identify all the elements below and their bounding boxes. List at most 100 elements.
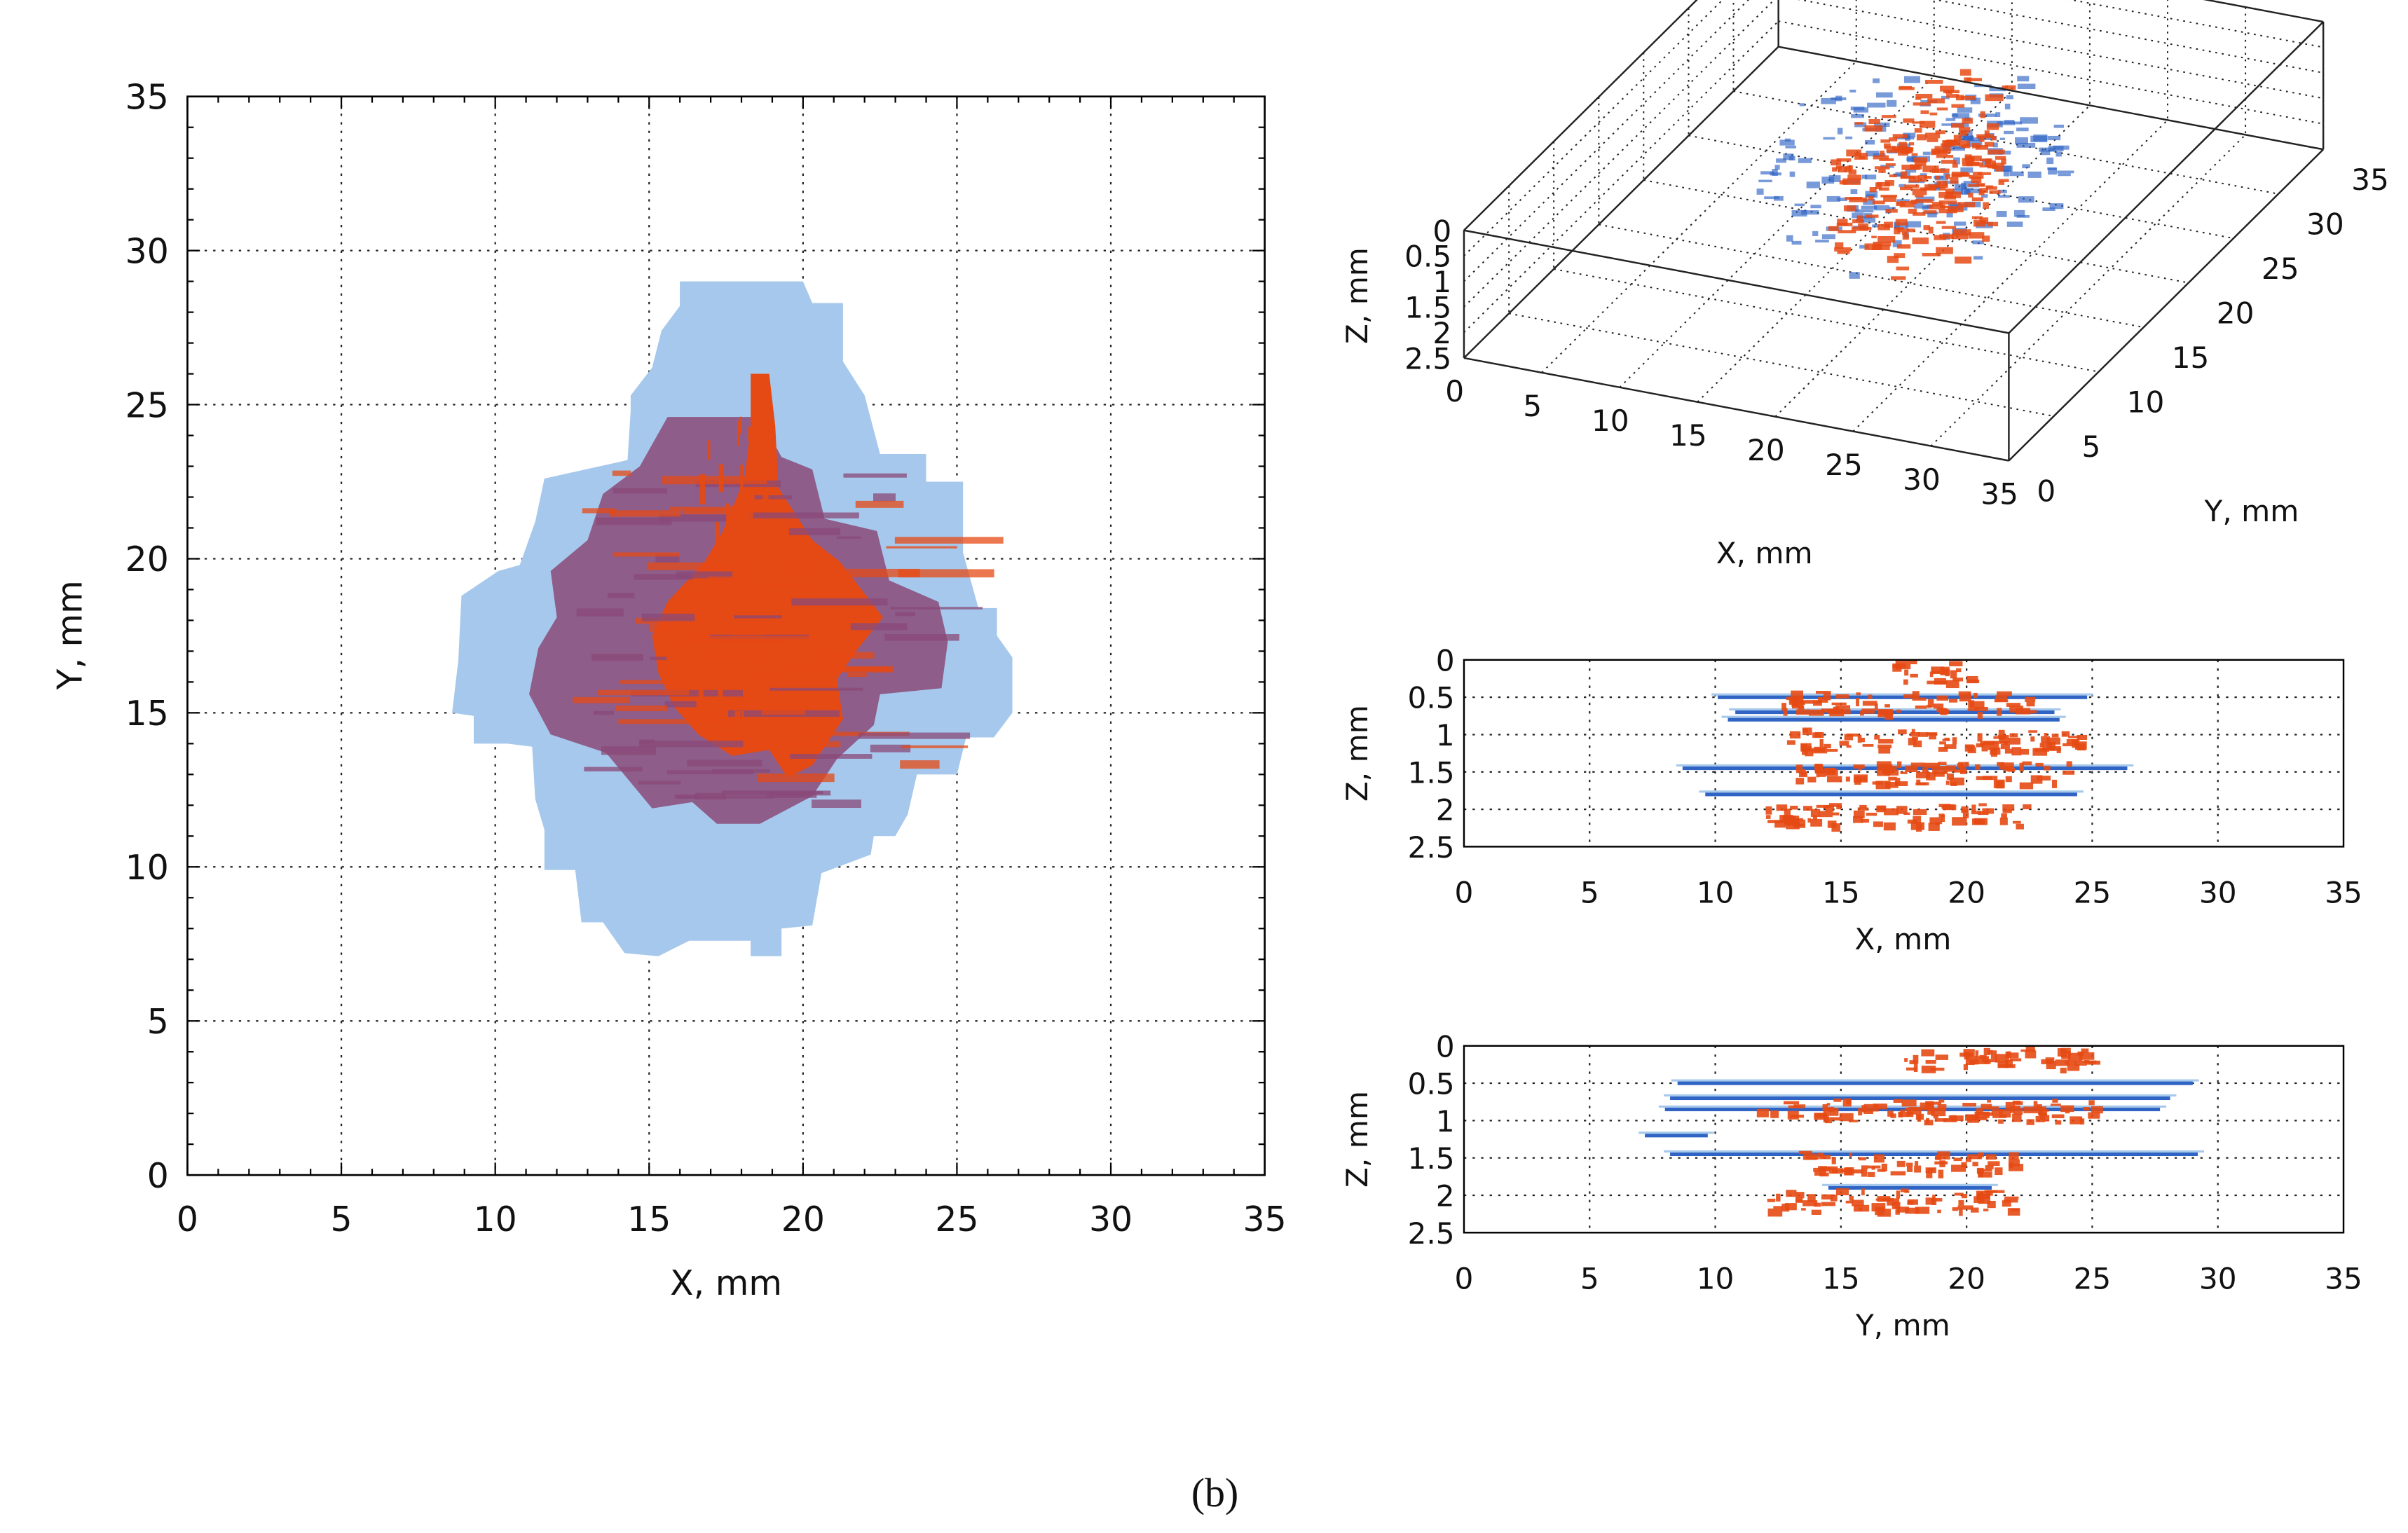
xz-damage-mark [1962, 812, 1969, 818]
yz-x-tick-label: 25 [2074, 1261, 2112, 1295]
yz-damage-mark [1971, 1207, 1979, 1213]
iso-damage-mark [2058, 173, 2071, 177]
iso-damage-mark [1834, 247, 1851, 252]
xz-damage-mark [2044, 765, 2051, 771]
plan-damage-streak [584, 766, 643, 772]
iso-top-edge [1463, 229, 2009, 334]
xz-damage-mark [1957, 763, 1964, 769]
iso-damage-mark [1874, 166, 1890, 170]
yz-damage-mark [1831, 1157, 1836, 1164]
iso-damage-mark [1998, 181, 2004, 185]
iso-damage-mark [2055, 151, 2062, 157]
xz-damage-mark [2009, 706, 2024, 713]
yz-damage-mark [2052, 1099, 2058, 1103]
yz-damage-mark [2081, 1048, 2089, 1053]
iso-damage-mark [1858, 223, 1869, 227]
xz-damage-mark [2009, 737, 2021, 745]
xz-damage-mark [1828, 803, 1842, 807]
yz-damage-mark [1873, 1154, 1884, 1163]
iso-damage-mark [1958, 140, 1971, 146]
iso-damage-mark [1971, 143, 1981, 149]
plan-damage-streak [650, 656, 667, 661]
plan-x-tick-label: 15 [627, 1199, 671, 1239]
xz-damage-mark [2009, 733, 2018, 738]
iso-damage-mark [1906, 221, 1922, 228]
iso-damage-mark [1875, 92, 1893, 98]
xz-damage-mark [1875, 781, 1891, 790]
xz-damage-mark [2005, 776, 2012, 783]
iso-damage-mark [1903, 118, 1915, 123]
xz-damage-mark [1791, 690, 1803, 699]
plan-damage-streak [748, 427, 753, 441]
xz-x-tick-label: 10 [1697, 875, 1735, 909]
iso-damage-mark [2002, 85, 2009, 89]
yz-damage-mark [2060, 1105, 2074, 1113]
xz-damage-mark [1969, 701, 1985, 708]
xz-damage-mark [1971, 811, 1982, 815]
yz-damage-mark [1999, 1109, 2011, 1118]
iso-damage-mark [1828, 226, 1839, 231]
iso-damage-mark [2018, 196, 2034, 203]
iso-damage-mark [1877, 235, 1896, 243]
iso-damage-mark [1903, 76, 1921, 83]
xz-damage-mark [1781, 703, 1786, 711]
plan-ticks: 0 5 10 15 20 25 30 35 0 5 10 15 20 25 30 35 [125, 77, 1287, 1239]
xz-damage-mark [1845, 776, 1850, 782]
iso-damage-mark [1877, 181, 1890, 187]
plan-damage-streak [723, 641, 786, 645]
xz-x-tick-label: 15 [1822, 875, 1860, 909]
yz-damage-mark [1926, 1104, 1934, 1109]
xz-damage-mark [1958, 762, 1969, 766]
yz-delamination-line [1828, 1185, 1992, 1190]
iso-damage-mark [1884, 146, 1896, 149]
iso-wall-gridline [1463, 0, 1724, 256]
yz-damage-mark [1819, 1155, 1831, 1160]
plan-damage-streak [756, 657, 762, 685]
plan-damage-streak [607, 593, 635, 598]
yz-damage-mark [2088, 1100, 2095, 1106]
plan-damage-streak [858, 732, 971, 739]
xz-damage-mark [1808, 709, 1824, 716]
xz-damage-mark [1950, 670, 1957, 679]
iso-damage-mark [1786, 235, 1793, 242]
xz-damage-mark [1823, 692, 1831, 701]
plan-damage-streak [726, 503, 730, 533]
xz-damage-mark [1910, 762, 1925, 767]
iso-wall-gridline [1463, 0, 1698, 231]
xz-damage-mark [1866, 812, 1877, 816]
xz-z-tick-label: 0 [1436, 643, 1455, 678]
iso-y-axis-label: Y, mm [2204, 494, 2299, 528]
iso-damage-mark [1874, 122, 1890, 128]
iso-damage-mark [1959, 127, 1971, 133]
yz-damage-mark [1990, 1190, 2005, 1193]
yz-damage-mark [1908, 1107, 1922, 1115]
iso-floor-gridline [1508, 312, 2054, 417]
iso-damage-mark [2017, 83, 2036, 90]
xz-damage-mark [1824, 767, 1828, 772]
plan-damage-streak [884, 634, 959, 641]
xz-damage-mark [2066, 761, 2072, 767]
xz-damage-mark [2011, 747, 2022, 756]
iso-wall-gridline [2203, 0, 2324, 23]
xz-delamination-line [1728, 717, 2060, 722]
yz-damage-mark [1826, 1103, 1831, 1106]
plan-y-axis-label: Y, mm [50, 580, 90, 690]
xz-damage-mark [2012, 820, 2021, 824]
iso-wall-gridline [1463, 20, 1779, 334]
plan-y-tick-label: 5 [147, 1002, 169, 1042]
iso-damage-mark [2009, 171, 2024, 177]
yz-damage-mark [1937, 1209, 1941, 1214]
iso-damage-mark [1935, 175, 1941, 180]
iso-damage-mark [1873, 241, 1891, 247]
plan-damage-streak [618, 719, 731, 724]
plan-damage-streak [683, 509, 768, 515]
yz-damage-mark [2083, 1107, 2091, 1111]
xz-damage-mark [1988, 742, 1999, 750]
iso-damage-mark [1838, 166, 1847, 173]
iso-damage-mark [1951, 123, 1964, 128]
iso-damage-mark [1866, 214, 1879, 218]
plan-y-tick-label: 0 [147, 1156, 169, 1196]
yz-damage-mark [1802, 1200, 1818, 1207]
xz-damage-mark [1999, 741, 2010, 743]
iso-damage-mark [1886, 149, 1898, 153]
